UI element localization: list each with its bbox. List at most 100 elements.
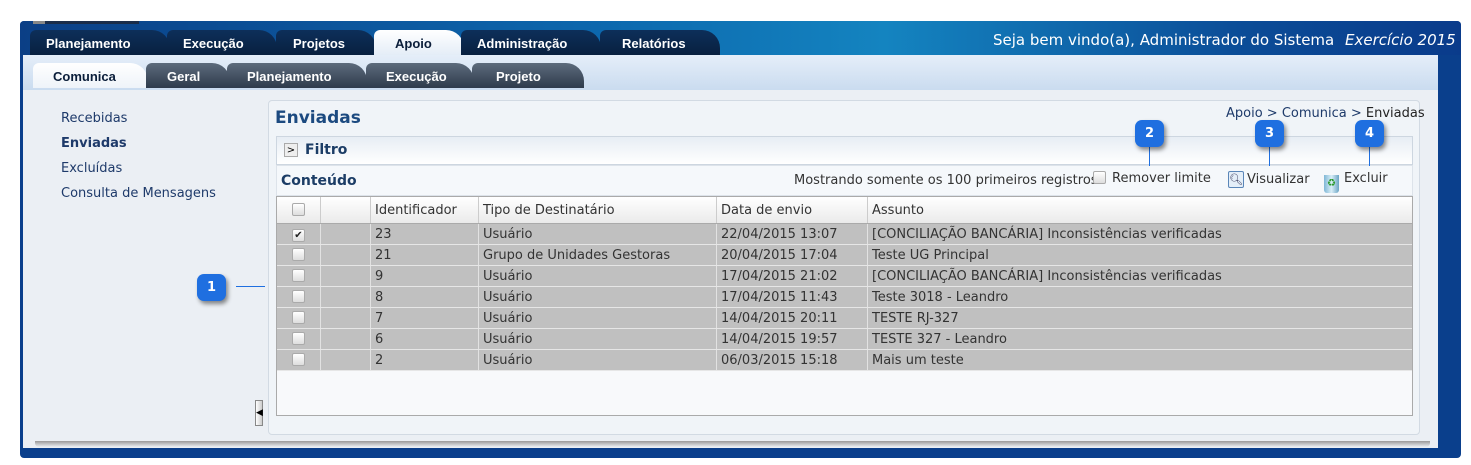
row-checkbox[interactable] — [292, 290, 305, 303]
row-type: Usuário — [479, 350, 717, 370]
filter-section[interactable]: > Filtro — [276, 136, 1413, 165]
sidebar-item-excluidas[interactable]: Excluídas — [61, 161, 123, 176]
row-checkbox[interactable] — [292, 332, 305, 345]
table-row[interactable]: 9 Usuário 17/04/2015 21:02 [CONCILIAÇÃO … — [277, 266, 1412, 287]
tab-administracao[interactable]: Administração — [461, 30, 601, 55]
tab-planejamento[interactable]: Planejamento — [30, 30, 170, 55]
subtab-geral[interactable]: Geral — [146, 63, 230, 88]
breadcrumb: Apoio > Comunica > Enviadas — [1226, 106, 1425, 121]
callout-3: 3 — [1255, 120, 1284, 147]
header-blank — [321, 197, 371, 223]
row-subject: [CONCILIAÇÃO BANCÁRIA] Inconsistências v… — [872, 227, 1222, 242]
row-id: 21 — [371, 245, 479, 265]
row-select-cell — [277, 245, 321, 265]
subtab-comunica[interactable]: Comunica — [33, 63, 148, 88]
chevron-right-icon[interactable]: > — [284, 143, 298, 157]
header-identificador[interactable]: Identificador — [371, 197, 479, 223]
header-data[interactable]: Data de envio — [717, 197, 868, 223]
row-type: Usuário — [479, 287, 717, 307]
row-id: 9 — [371, 266, 479, 286]
row-type: Usuário — [479, 308, 717, 328]
callout-3-line — [1269, 146, 1270, 166]
row-type: Usuário — [479, 329, 717, 349]
select-all-checkbox[interactable] — [292, 203, 305, 216]
callout-1-line — [236, 286, 265, 287]
breadcrumb-path[interactable]: Apoio > Comunica > — [1226, 106, 1366, 121]
row-date: 20/04/2015 17:04 — [717, 245, 868, 265]
subtab-planejamento[interactable]: Planejamento — [227, 63, 367, 88]
row-type: Usuário — [479, 266, 717, 286]
callout-2: 2 — [1135, 120, 1164, 147]
row-date: 14/04/2015 20:11 — [717, 308, 868, 328]
row-select-cell — [277, 308, 321, 328]
tab-apoio[interactable]: Apoio — [374, 30, 464, 55]
row-subject: TESTE 327 - Leandro — [872, 332, 1007, 347]
callout-4: 4 — [1355, 120, 1384, 147]
view-label: Visualizar — [1247, 172, 1310, 187]
sidebar-item-enviadas[interactable]: Enviadas — [61, 136, 127, 151]
row-id: 6 — [371, 329, 479, 349]
select-all-cell — [277, 197, 321, 223]
table-row[interactable]: ✔ 23 Usuário 22/04/2015 13:07 [CONCILIAÇ… — [277, 224, 1412, 245]
collapse-sidebar-handle[interactable]: ◀ — [255, 400, 263, 426]
row-subject: TESTE RJ-327 — [872, 311, 959, 326]
table-row[interactable]: 2 Usuário 06/03/2015 15:18 Mais um teste — [277, 350, 1412, 371]
row-subject: Mais um teste — [872, 353, 964, 368]
row-id: 2 — [371, 350, 479, 370]
row-select-cell — [277, 350, 321, 370]
row-date: 14/04/2015 19:57 — [717, 329, 868, 349]
row-checkbox[interactable]: ✔ — [292, 229, 305, 242]
table-row[interactable]: 21 Grupo de Unidades Gestoras 20/04/2015… — [277, 245, 1412, 266]
tab-relatorios[interactable]: Relatórios — [600, 30, 720, 55]
content-shadow — [35, 441, 1430, 447]
content-label: Conteúdo — [281, 173, 357, 189]
header-tipo[interactable]: Tipo de Destinatário — [479, 197, 717, 223]
remove-limit-checkbox[interactable]: Remover limite — [1093, 171, 1211, 186]
callout-4-line — [1369, 146, 1370, 166]
delete-button[interactable]: ♻ Excluir — [1324, 171, 1388, 193]
row-date: 06/03/2015 15:18 — [717, 350, 868, 370]
table-row[interactable]: 6 Usuário 14/04/2015 19:57 TESTE 327 - L… — [277, 329, 1412, 350]
magnifier-icon: 🔍︎ — [1228, 171, 1244, 188]
welcome-text: Seja bem vindo(a), Administrador do Sist… — [993, 31, 1335, 49]
view-button[interactable]: 🔍︎ Visualizar — [1228, 171, 1310, 188]
row-id: 23 — [371, 224, 479, 244]
table-header: Identificador Tipo de Destinatário Data … — [277, 197, 1412, 224]
row-blank — [321, 350, 371, 370]
exercise-year[interactable]: Exercício 2015 — [1345, 31, 1456, 49]
checkbox[interactable] — [1093, 171, 1106, 184]
row-select-cell — [277, 287, 321, 307]
callout-2-line — [1149, 146, 1150, 166]
subtab-projeto[interactable]: Projeto — [472, 63, 584, 88]
table-row[interactable]: 8 Usuário 17/04/2015 11:43 Teste 3018 - … — [277, 287, 1412, 308]
row-blank — [321, 266, 371, 286]
header-assunto[interactable]: Assunto — [872, 203, 924, 218]
delete-label: Excluir — [1344, 171, 1388, 186]
row-date: 17/04/2015 11:43 — [717, 287, 868, 307]
limit-note: Mostrando somente os 100 primeiros regis… — [794, 173, 1102, 188]
row-type: Grupo de Unidades Gestoras — [479, 245, 717, 265]
subtab-execucao[interactable]: Execução — [366, 63, 474, 88]
row-select-cell — [277, 329, 321, 349]
page-title: Enviadas — [275, 108, 361, 128]
recycle-bin-icon: ♻ — [1324, 175, 1339, 193]
row-select-cell — [277, 266, 321, 286]
row-subject: Teste 3018 - Leandro — [872, 290, 1009, 305]
row-checkbox[interactable] — [292, 311, 305, 324]
tab-projetos[interactable]: Projetos — [276, 30, 376, 55]
row-checkbox[interactable] — [292, 269, 305, 282]
filter-label[interactable]: Filtro — [305, 142, 348, 158]
row-blank — [321, 329, 371, 349]
row-checkbox[interactable] — [292, 353, 305, 366]
row-id: 7 — [371, 308, 479, 328]
tab-execucao[interactable]: Execução — [167, 30, 277, 55]
sidebar-item-recebidas[interactable]: Recebidas — [61, 111, 128, 126]
row-blank — [321, 287, 371, 307]
table-row[interactable]: 7 Usuário 14/04/2015 20:11 TESTE RJ-327 — [277, 308, 1412, 329]
row-blank — [321, 224, 371, 244]
sidebar-item-consulta[interactable]: Consulta de Mensagens — [61, 186, 216, 201]
row-date: 17/04/2015 21:02 — [717, 266, 868, 286]
row-checkbox[interactable] — [292, 248, 305, 261]
remove-limit-label[interactable]: Remover limite — [1112, 171, 1211, 186]
messages-table: Identificador Tipo de Destinatário Data … — [276, 196, 1413, 416]
